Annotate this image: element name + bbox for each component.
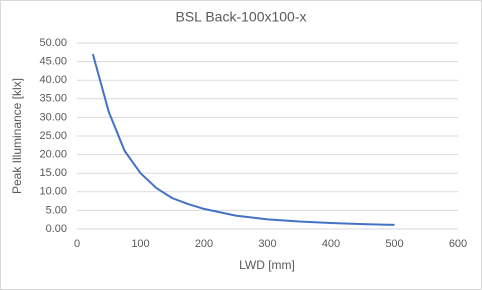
y-tick-label: 5.00: [46, 204, 67, 216]
x-tick-label: 100: [131, 238, 149, 250]
chart-title: BSL Back-100x100-x: [176, 9, 307, 25]
y-tick-label: 15.00: [39, 167, 67, 179]
y-tick-label: 45.00: [39, 56, 67, 68]
x-tick-label: 0: [74, 238, 80, 250]
y-tick-label: 40.00: [39, 74, 67, 86]
x-tick-label: 600: [449, 238, 467, 250]
y-tick-label: 10.00: [39, 186, 67, 198]
y-tick-label: 30.00: [39, 111, 67, 123]
y-tick-label: 35.00: [39, 93, 67, 105]
x-tick-label: 400: [322, 238, 340, 250]
y-tick-label: 50.00: [39, 37, 67, 49]
x-axis-label: LWD [mm]: [239, 258, 295, 272]
y-axis-label: Peak Illuminance [klx]: [10, 78, 24, 194]
y-tick-label: 20.00: [39, 149, 67, 161]
y-tick-label: 0.00: [46, 223, 67, 235]
y-tick-label: 25.00: [39, 130, 67, 142]
series-line: [91, 53, 395, 226]
x-tick-label: 500: [385, 238, 403, 250]
x-tick-label: 300: [258, 238, 276, 250]
x-tick-label: 200: [195, 238, 213, 250]
